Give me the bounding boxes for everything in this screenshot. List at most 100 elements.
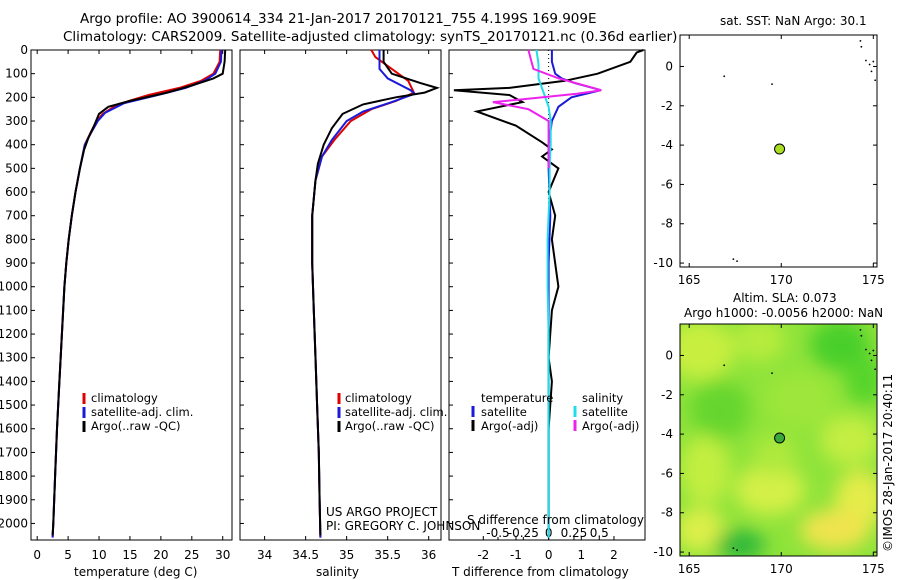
y-tick-label: 1100 [0, 303, 28, 317]
sla-map [723, 328, 877, 552]
y-tick-label: 700 [5, 209, 28, 223]
y-tick-label: 500 [5, 161, 28, 175]
coastline-fragment [860, 334, 863, 337]
coastline-fragment [865, 59, 867, 62]
coastline-fragment [771, 83, 773, 86]
y-tick-label: 300 [5, 114, 28, 128]
x-tick-label: 5 [64, 548, 72, 562]
series-line-satellite [311, 50, 417, 538]
series-line-s-satellite [535, 49, 552, 538]
x-tick-label: -2 [477, 548, 489, 562]
legend-satellite-label: satellite-adj. clim. [91, 405, 193, 419]
map-x-tick-label: 165 [678, 562, 701, 576]
map-y-tick-label: -8 [661, 506, 673, 520]
sst-map-title: sat. SST: NaN Argo: 30.1 [720, 14, 867, 28]
y-tick-label: 600 [5, 185, 28, 199]
coastline-fragment [736, 260, 738, 263]
heatmap-cell [735, 465, 805, 515]
x-tick-label: 36 [421, 548, 436, 562]
series-line-argo [311, 50, 441, 536]
x-tick-label: 0 [33, 548, 41, 562]
heatmap-cell [820, 415, 877, 465]
difference-chart: -2 -1 0 1 2-0.5-0.25 0 0.25 0.5 [449, 49, 644, 562]
y-tick-label: 400 [5, 138, 28, 152]
imos-credit: ©IMOS 28-Jan-2017 20:40:11 [881, 374, 895, 552]
x-tick-label: 30 [215, 548, 230, 562]
heatmap-cell [680, 435, 730, 505]
y-tick-label: 200 [5, 90, 28, 104]
coastline-fragment [723, 75, 726, 78]
coastline-fragment [868, 63, 871, 66]
coastline-fragment [872, 349, 875, 352]
map-x-tick-label: 175 [862, 562, 885, 576]
y-tick-label: 1700 [0, 445, 28, 459]
legend-salinity-heading: salinity [582, 391, 623, 405]
legend-argo-label: Argo(..raw -QC) [91, 419, 181, 433]
legend-climatology-label: climatology [91, 391, 158, 405]
map-y-tick-label: -10 [653, 545, 673, 559]
x-tick-label: 1 [577, 548, 585, 562]
coastline-fragment [865, 348, 867, 351]
temperature-panel [30, 49, 233, 541]
legend-t-satellite-label: satellite [481, 405, 527, 419]
map-x-tick-label: 175 [862, 273, 885, 287]
heatmap-cell [735, 324, 785, 362]
y-tick-label: 1500 [0, 398, 28, 412]
coastline-fragment [859, 328, 862, 331]
title-line-2: Climatology: CARS2009. Satellite-adjuste… [63, 29, 677, 45]
salinity-legend: climatology satellite-adj. clim. Argo(..… [337, 391, 447, 433]
legend-argo-label: Argo(..raw -QC) [345, 419, 435, 433]
x-tick-label: 2 [610, 548, 618, 562]
map-x-tick-label: 170 [770, 562, 793, 576]
y-tick-label: 900 [5, 256, 28, 270]
y-tick-label: 0 [20, 43, 28, 57]
coastline-fragment [732, 547, 735, 550]
series-line-t-argo [453, 49, 644, 536]
series-line-argo [51, 49, 227, 536]
heatmap-cell [680, 324, 735, 380]
salinity-chart: 34 34.5 35 35.5 36 [240, 49, 441, 562]
coastline-fragment [736, 549, 738, 552]
coastline-fragment [874, 79, 877, 82]
coastline-fragment [872, 60, 875, 63]
x-tick-label: 34.5 [292, 548, 319, 562]
difference-panel [448, 49, 646, 541]
series-line-s-argo [492, 49, 602, 169]
difference-xlabel: T difference from climatology [451, 565, 629, 579]
coastline-fragment [723, 364, 726, 367]
series-line-climatology [311, 49, 416, 538]
temperature-chart: 0100200300400500600700800900100011001200… [0, 43, 230, 562]
s-tick-label: -0.5 [486, 526, 509, 540]
x-tick-label: 34 [257, 548, 272, 562]
heatmap-cell [845, 355, 877, 405]
sla-map-axes: 165 170 175 0 -2 -4 -6 -8 -10 [653, 324, 885, 576]
legend-satellite-label: satellite-adj. clim. [345, 405, 447, 419]
map-x-tick-label: 170 [770, 273, 793, 287]
project-credit: US ARGO PROJECT [326, 505, 438, 519]
heatmap-cell [800, 510, 870, 550]
y-tick-label: 1900 [0, 493, 28, 507]
y-tick-label: 800 [5, 232, 28, 246]
map-y-tick-label: -10 [653, 256, 673, 270]
y-tick-label: 2000 [0, 516, 28, 530]
heatmap-cell [753, 435, 797, 475]
salinity-xlabel: salinity [316, 565, 359, 579]
map-y-tick-label: -4 [661, 427, 673, 441]
sla-map-title-2: Argo h1000: -0.0056 h2000: NaN [684, 306, 883, 320]
map-y-tick-label: -6 [661, 177, 673, 191]
argo-position-marker [774, 432, 786, 444]
difference-legend: temperature satellite Argo(-adj) salinit… [471, 391, 639, 433]
coastline-fragment [868, 352, 871, 355]
map-y-tick-label: -6 [661, 466, 673, 480]
x-tick-label: 25 [184, 548, 199, 562]
difference-top-xlabel: S difference from climatology [467, 513, 644, 527]
legend-s-satellite-label: satellite [582, 405, 628, 419]
y-tick-label: 1400 [0, 374, 28, 388]
y-tick-label: 1600 [0, 422, 28, 436]
x-tick-label: 15 [122, 548, 137, 562]
s-tick-label: 0.25 [561, 526, 588, 540]
y-tick-label: 100 [5, 67, 28, 81]
map-y-tick-label: -8 [661, 217, 673, 231]
x-tick-label: 0 [545, 548, 553, 562]
sla-map-title-1: Altim. SLA: 0.073 [733, 291, 837, 305]
